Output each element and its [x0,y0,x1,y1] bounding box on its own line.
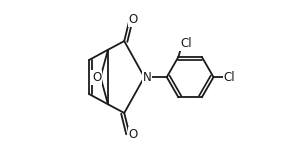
Text: O: O [129,128,138,141]
Text: Cl: Cl [224,71,235,84]
Text: O: O [129,13,138,26]
Text: Cl: Cl [180,37,192,50]
Text: N: N [143,71,151,84]
Text: O: O [92,71,101,84]
